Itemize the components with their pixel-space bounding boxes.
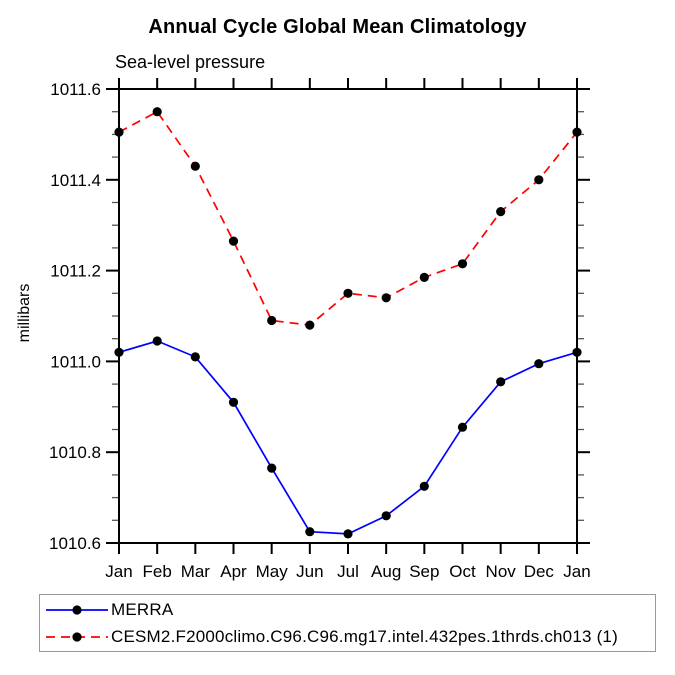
legend-label: CESM2.F2000climo.C96.C96.mg17.intel.432p… xyxy=(111,626,618,646)
data-point xyxy=(190,352,200,362)
x-tick-label: Jun xyxy=(296,562,323,581)
x-axis: Jan Feb Mar Apr May Jun Jul Aug Sep Oct Nov Dec Jan xyxy=(105,78,591,581)
data-point xyxy=(381,511,391,521)
data-point xyxy=(572,347,582,357)
data-point xyxy=(534,175,544,185)
y-tick-label: 1011.4 xyxy=(50,171,101,190)
data-point xyxy=(457,259,468,269)
data-point xyxy=(305,320,315,330)
y-tick-label: 1011.0 xyxy=(50,352,101,371)
data-point xyxy=(228,397,239,407)
legend-item: CESM2.F2000climo.C96.C96.mg17.intel.432p… xyxy=(43,623,655,650)
data-point xyxy=(496,207,506,217)
y-tick-label: 1010.6 xyxy=(49,534,101,553)
data-point xyxy=(496,377,506,387)
legend-label: MERRA xyxy=(111,599,174,619)
data-point xyxy=(267,463,277,473)
x-tick-label: Aug xyxy=(371,562,401,581)
x-tick-label: Jan xyxy=(563,562,590,581)
x-tick-label: Dec xyxy=(524,562,555,581)
series-line-0 xyxy=(118,340,578,535)
data-point xyxy=(534,359,544,369)
chart-subtitle: Sea-level pressure xyxy=(115,52,266,72)
data-point xyxy=(381,293,391,303)
data-point xyxy=(343,288,353,298)
data-point xyxy=(343,529,353,539)
data-point xyxy=(228,236,239,246)
x-tick-label: Sep xyxy=(409,562,439,581)
y-tick-label: 1011.2 xyxy=(50,262,101,281)
data-point xyxy=(572,127,582,137)
data-point xyxy=(152,107,162,117)
data-point xyxy=(305,527,315,537)
data-point xyxy=(419,272,429,282)
x-tick-label: Oct xyxy=(449,562,476,581)
legend: MERRA CESM2.F2000climo.C96.C96.mg17.intel… xyxy=(39,594,656,652)
data-point xyxy=(267,315,277,326)
x-tick-label: Jul xyxy=(337,562,359,581)
data-point xyxy=(419,481,429,491)
x-tick-label: May xyxy=(256,562,289,581)
data-point xyxy=(152,336,162,346)
x-tick-label: Apr xyxy=(220,562,247,581)
y-tick-label: 1011.6 xyxy=(50,80,101,99)
legend-item: MERRA xyxy=(43,596,655,623)
x-tick-label: Jan xyxy=(105,562,132,581)
chart-title: Annual Cycle Global Mean Climatology xyxy=(148,16,527,38)
data-point xyxy=(114,347,124,357)
data-point xyxy=(114,127,124,137)
legend-sample-line xyxy=(46,604,108,615)
x-tick-label: Mar xyxy=(181,562,211,581)
x-tick-label: Feb xyxy=(143,562,172,581)
legend-sample-line xyxy=(46,631,108,642)
data-point xyxy=(457,422,468,432)
data-point xyxy=(190,161,200,171)
y-tick-label: 1010.8 xyxy=(49,443,101,462)
plot-frame xyxy=(118,88,578,544)
x-tick-label: Nov xyxy=(486,562,517,581)
